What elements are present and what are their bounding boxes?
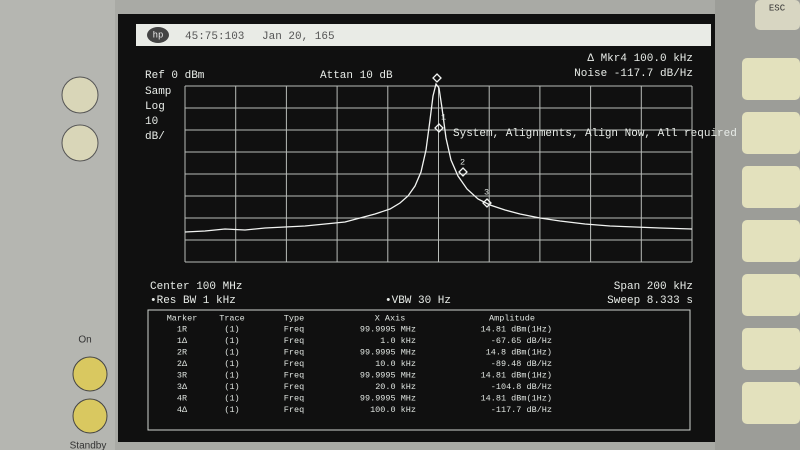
- table-cell: (1): [224, 336, 239, 346]
- table-cell: 4Δ: [177, 405, 188, 415]
- softkey[interactable]: [742, 58, 800, 100]
- table-cell: Freq: [284, 324, 304, 334]
- header-bar: [136, 24, 711, 46]
- table-cell: 3R: [177, 370, 187, 380]
- column-header: Marker: [167, 313, 198, 323]
- standby-label: Standby: [70, 441, 107, 450]
- softkey[interactable]: [742, 166, 800, 208]
- graticule: [184, 85, 693, 263]
- table-cell: (1): [224, 359, 239, 369]
- sweep: Sweep 8.333 s: [607, 295, 693, 307]
- marker-label: 2: [460, 157, 465, 167]
- table-cell: 100.0 kHz: [370, 405, 416, 415]
- status-message: System, Alignments, Align Now, All requi…: [453, 128, 737, 140]
- column-header: Amplitude: [489, 313, 535, 323]
- table-cell: 4R: [177, 393, 187, 403]
- table-cell: 99.9995 MHz: [360, 393, 416, 403]
- table-cell: Freq: [284, 382, 304, 392]
- table-cell: 14.8 dBm(1Hz): [486, 347, 552, 357]
- round-key[interactable]: [61, 124, 99, 162]
- table-cell: 1.0 kHz: [380, 336, 416, 346]
- table-cell: 14.81 dBm(1Hz): [481, 324, 552, 334]
- softkey[interactable]: [742, 220, 800, 262]
- marker-diamond: [432, 73, 442, 83]
- table-cell: 20.0 kHz: [375, 382, 416, 392]
- table-cell: 2Δ: [177, 359, 188, 369]
- table-cell: 3Δ: [177, 382, 188, 392]
- marker-readout: Δ Mkr4 100.0 kHz: [587, 53, 693, 65]
- span: Span 200 kHz: [614, 281, 693, 293]
- softkey[interactable]: [742, 328, 800, 370]
- marker-label: 3: [484, 187, 489, 197]
- attenuation: Attan 10 dB: [320, 70, 393, 82]
- softkeys: ESC: [742, 0, 800, 424]
- marker-diamonds: [432, 73, 492, 208]
- scale-type: Log: [145, 101, 165, 113]
- esc-key[interactable]: [755, 0, 800, 30]
- table-cell: 1Δ: [177, 336, 188, 346]
- time: 45:75:103: [185, 31, 244, 43]
- table-cell: 14.81 dBm(1Hz): [481, 370, 552, 380]
- ref-level: Ref 0 dBm: [145, 70, 205, 82]
- table-cell: Freq: [284, 347, 304, 357]
- trace: [184, 82, 693, 233]
- table-cell: 2R: [177, 347, 187, 357]
- standby-button[interactable]: [72, 398, 108, 434]
- table-cell: Freq: [284, 393, 304, 403]
- on-label: On: [78, 335, 91, 346]
- column-header: Trace: [219, 313, 245, 323]
- marker-diamond: [482, 198, 492, 208]
- table-cell: (1): [224, 382, 239, 392]
- esc-label: ESC: [769, 3, 786, 13]
- table-cell: -104.8 dB/Hz: [491, 382, 552, 392]
- table-cell: -67.65 dB/Hz: [491, 336, 552, 346]
- table-cell: 99.9995 MHz: [360, 370, 416, 380]
- table-cell: 10.0 kHz: [375, 359, 416, 369]
- table-cell: 99.9995 MHz: [360, 324, 416, 334]
- marker-label: 1: [441, 112, 446, 122]
- marker-diamond: [434, 123, 444, 133]
- column-header: Type: [284, 313, 304, 323]
- table-cell: (1): [224, 393, 239, 403]
- center-freq: Center 100 MHz: [150, 281, 242, 293]
- table-cell: (1): [224, 405, 239, 415]
- vbw: •VBW 30 Hz: [385, 295, 451, 307]
- table-cell: 1R: [177, 324, 187, 334]
- screen: [118, 14, 715, 442]
- detector: Samp: [145, 86, 171, 98]
- table-cell: -89.48 dB/Hz: [491, 359, 552, 369]
- table-cell: Freq: [284, 359, 304, 369]
- table-cell: Freq: [284, 336, 304, 346]
- per-division: 10: [145, 116, 158, 128]
- date: Jan 20, 165: [262, 31, 335, 43]
- table-cell: Freq: [284, 370, 304, 380]
- logo-badge: [147, 27, 169, 43]
- noise-readout: Noise -117.7 dB/Hz: [574, 68, 693, 80]
- rbw: •Res BW 1 kHz: [150, 295, 236, 307]
- table-cell: Freq: [284, 405, 304, 415]
- marker-table: Marker Trace Type X Axis Amplitude 1R (1) Freq 9…: [167, 313, 552, 415]
- table-cell: 14.81 dBm(1Hz): [481, 393, 552, 403]
- table-cell: (1): [224, 370, 239, 380]
- softkey[interactable]: [742, 274, 800, 316]
- unit: dB/: [145, 131, 165, 143]
- left-keys: On Standby: [61, 76, 108, 450]
- round-key[interactable]: [61, 76, 99, 114]
- table-cell: (1): [224, 324, 239, 334]
- table-cell: 99.9995 MHz: [360, 347, 416, 357]
- table-cell: (1): [224, 347, 239, 357]
- marker-diamond: [458, 167, 468, 177]
- on-button[interactable]: [72, 356, 108, 392]
- softkey[interactable]: [742, 382, 800, 424]
- column-header: X Axis: [375, 313, 406, 323]
- marker-table-frame: [147, 309, 691, 431]
- logo: hp: [153, 30, 164, 40]
- softkey[interactable]: [742, 112, 800, 154]
- table-cell: -117.7 dB/Hz: [491, 405, 552, 415]
